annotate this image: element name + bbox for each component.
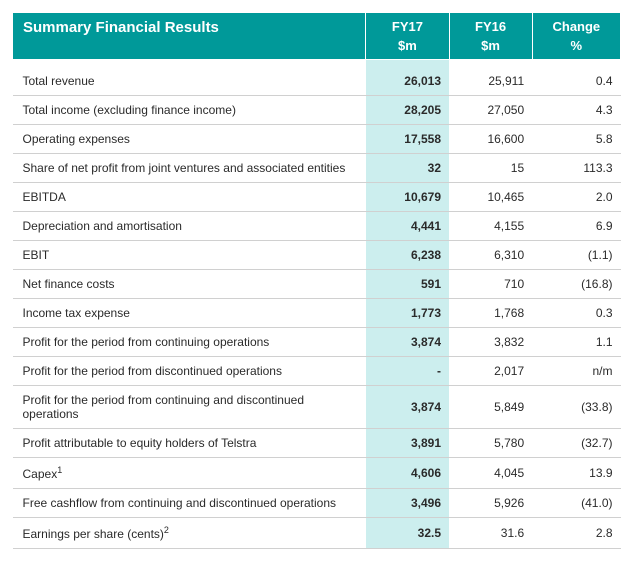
row-fy16-value: 25,911 <box>449 60 532 96</box>
row-label: EBIT <box>13 241 366 270</box>
row-fy16-value: 2,017 <box>449 357 532 386</box>
col-header-change: Change % <box>532 13 620 60</box>
row-fy16-value: 27,050 <box>449 96 532 125</box>
row-label: EBITDA <box>13 183 366 212</box>
row-label: Total revenue <box>13 60 366 96</box>
row-fy17-value: 3,891 <box>366 429 449 458</box>
row-change-value: n/m <box>532 357 620 386</box>
table-row: Profit for the period from discontinued … <box>13 357 621 386</box>
col-header-fy17-top: FY17 <box>392 19 423 34</box>
row-fy17-value: - <box>366 357 449 386</box>
row-fy16-value: 5,849 <box>449 386 532 429</box>
row-change-value: 2.0 <box>532 183 620 212</box>
row-change-value: 0.3 <box>532 299 620 328</box>
row-label: Profit for the period from discontinued … <box>13 357 366 386</box>
row-label: Profit attributable to equity holders of… <box>13 429 366 458</box>
row-fy16-value: 6,310 <box>449 241 532 270</box>
table-row: Profit attributable to equity holders of… <box>13 429 621 458</box>
table-row: Share of net profit from joint ventures … <box>13 154 621 183</box>
table-row: Depreciation and amortisation4,4414,1556… <box>13 212 621 241</box>
row-fy17-value: 591 <box>366 270 449 299</box>
row-fy17-value: 3,874 <box>366 386 449 429</box>
row-fy16-value: 31.6 <box>449 518 532 549</box>
row-fy16-value: 3,832 <box>449 328 532 357</box>
row-fy17-value: 26,013 <box>366 60 449 96</box>
table-row: Profit for the period from continuing an… <box>13 386 621 429</box>
table-row: Profit for the period from continuing op… <box>13 328 621 357</box>
table-row: Income tax expense1,7731,7680.3 <box>13 299 621 328</box>
row-change-value: (41.0) <box>532 489 620 518</box>
row-change-value: 13.9 <box>532 458 620 489</box>
row-fy17-value: 3,496 <box>366 489 449 518</box>
row-change-value: 113.3 <box>532 154 620 183</box>
row-fy16-value: 710 <box>449 270 532 299</box>
row-label: Income tax expense <box>13 299 366 328</box>
row-label: Net finance costs <box>13 270 366 299</box>
row-fy17-value: 32.5 <box>366 518 449 549</box>
table-row: EBIT6,2386,310(1.1) <box>13 241 621 270</box>
row-fy17-value: 17,558 <box>366 125 449 154</box>
row-change-value: 2.8 <box>532 518 620 549</box>
table-row: Operating expenses17,55816,6005.8 <box>13 125 621 154</box>
row-label: Profit for the period from continuing op… <box>13 328 366 357</box>
row-label-sup: 2 <box>164 525 169 535</box>
row-fy16-value: 4,155 <box>449 212 532 241</box>
col-header-change-sub: % <box>537 38 616 53</box>
row-change-value: (33.8) <box>532 386 620 429</box>
table-row: Net finance costs591710(16.8) <box>13 270 621 299</box>
row-fy17-value: 32 <box>366 154 449 183</box>
col-header-fy16-top: FY16 <box>475 19 506 34</box>
row-fy16-value: 1,768 <box>449 299 532 328</box>
row-fy17-value: 3,874 <box>366 328 449 357</box>
row-label: Depreciation and amortisation <box>13 212 366 241</box>
row-label: Capex1 <box>13 458 366 489</box>
row-label: Operating expenses <box>13 125 366 154</box>
table-header: Summary Financial Results FY17 $m FY16 $… <box>13 13 621 60</box>
table-row: EBITDA10,67910,4652.0 <box>13 183 621 212</box>
row-fy17-value: 4,606 <box>366 458 449 489</box>
row-fy16-value: 15 <box>449 154 532 183</box>
col-header-fy17: FY17 $m <box>366 13 449 60</box>
row-change-value: (1.1) <box>532 241 620 270</box>
row-fy17-value: 1,773 <box>366 299 449 328</box>
row-label: Earnings per share (cents)2 <box>13 518 366 549</box>
financial-summary-table: Summary Financial Results FY17 $m FY16 $… <box>12 12 621 549</box>
row-fy17-value: 10,679 <box>366 183 449 212</box>
row-fy16-value: 5,780 <box>449 429 532 458</box>
table-row: Capex14,6064,04513.9 <box>13 458 621 489</box>
row-label: Share of net profit from joint ventures … <box>13 154 366 183</box>
row-label: Profit for the period from continuing an… <box>13 386 366 429</box>
table-row: Total revenue26,01325,9110.4 <box>13 60 621 96</box>
col-header-fy17-sub: $m <box>370 38 444 53</box>
row-change-value: 1.1 <box>532 328 620 357</box>
row-label-sup: 1 <box>57 465 62 475</box>
row-fy16-value: 10,465 <box>449 183 532 212</box>
table-row: Total income (excluding finance income)2… <box>13 96 621 125</box>
row-change-value: (32.7) <box>532 429 620 458</box>
row-change-value: 5.8 <box>532 125 620 154</box>
col-header-fy16-sub: $m <box>454 38 528 53</box>
row-fy17-value: 6,238 <box>366 241 449 270</box>
row-change-value: 4.3 <box>532 96 620 125</box>
row-label: Free cashflow from continuing and discon… <box>13 489 366 518</box>
row-label: Total income (excluding finance income) <box>13 96 366 125</box>
table-row: Earnings per share (cents)232.531.62.8 <box>13 518 621 549</box>
table-row: Free cashflow from continuing and discon… <box>13 489 621 518</box>
row-change-value: (16.8) <box>532 270 620 299</box>
row-fy17-value: 4,441 <box>366 212 449 241</box>
row-change-value: 0.4 <box>532 60 620 96</box>
table-body: Total revenue26,01325,9110.4Total income… <box>13 60 621 549</box>
row-change-value: 6.9 <box>532 212 620 241</box>
row-fy16-value: 16,600 <box>449 125 532 154</box>
col-header-fy16: FY16 $m <box>449 13 532 60</box>
row-fy17-value: 28,205 <box>366 96 449 125</box>
table-title: Summary Financial Results <box>13 13 366 60</box>
row-fy16-value: 5,926 <box>449 489 532 518</box>
row-fy16-value: 4,045 <box>449 458 532 489</box>
col-header-change-top: Change <box>552 19 600 34</box>
